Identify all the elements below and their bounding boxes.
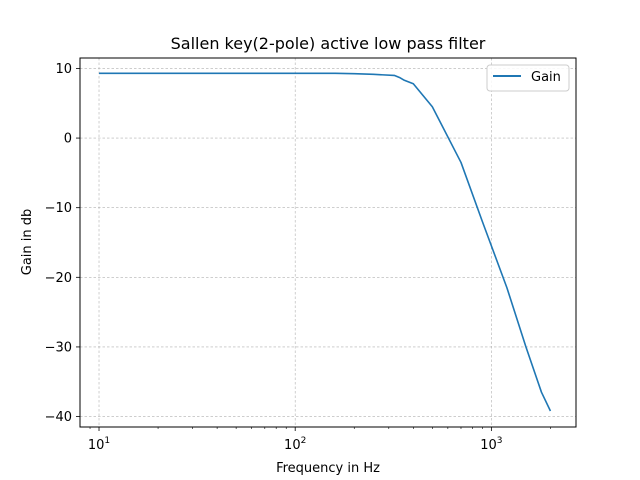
y-tick-label: 0	[64, 132, 72, 147]
y-tick-label: 10	[55, 62, 72, 77]
x-axis: 101 102 103	[88, 427, 551, 453]
legend-box	[486, 64, 570, 92]
chart-title: Sallen key(2-pole) active low pass filte…	[171, 34, 486, 53]
x-tick-label: 103	[480, 436, 502, 453]
series-layer	[99, 72, 552, 412]
plot-frame	[79, 57, 577, 428]
y-tick-label: −20	[45, 271, 72, 286]
y-axis-label: Gain in db	[20, 209, 35, 276]
series-line-gain	[99, 72, 552, 412]
y-tick-label: −40	[45, 410, 72, 425]
y-tick-label: −10	[45, 201, 72, 216]
x-tick-label: 101	[88, 436, 110, 453]
grid-lines	[80, 58, 576, 427]
legend-label: Gain	[531, 70, 561, 85]
x-axis-label: Frequency in Hz	[276, 461, 380, 476]
y-axis: 10 0 −10 −20 −30 −40	[45, 62, 80, 425]
legend: Gain	[486, 64, 570, 92]
y-tick-label: −30	[45, 340, 72, 355]
x-tick-label: 102	[284, 436, 306, 453]
